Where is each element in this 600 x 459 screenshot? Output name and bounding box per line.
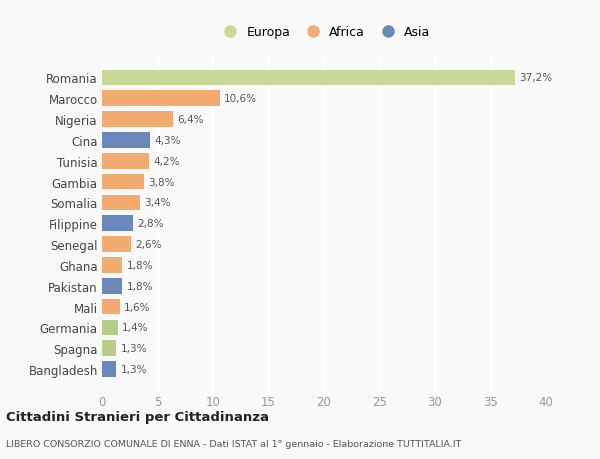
Text: 1,6%: 1,6% — [124, 302, 151, 312]
Text: 4,3%: 4,3% — [154, 135, 181, 146]
Bar — [102, 174, 144, 190]
Legend: Europa, Africa, Asia: Europa, Africa, Asia — [213, 21, 435, 44]
Bar — [102, 278, 122, 294]
Bar — [102, 112, 173, 128]
Bar — [102, 257, 122, 273]
Text: 2,8%: 2,8% — [137, 219, 164, 229]
Text: 6,4%: 6,4% — [178, 115, 204, 125]
Bar — [102, 91, 220, 107]
Text: 1,3%: 1,3% — [121, 364, 148, 374]
Text: 1,8%: 1,8% — [127, 281, 153, 291]
Text: 4,2%: 4,2% — [153, 157, 179, 166]
Bar — [102, 341, 116, 356]
Bar — [102, 320, 118, 336]
Bar — [102, 237, 131, 252]
Text: 37,2%: 37,2% — [520, 73, 553, 83]
Text: LIBERO CONSORZIO COMUNALE DI ENNA - Dati ISTAT al 1° gennaio - Elaborazione TUTT: LIBERO CONSORZIO COMUNALE DI ENNA - Dati… — [6, 439, 461, 448]
Bar — [102, 362, 116, 377]
Bar — [102, 133, 150, 148]
Text: 1,3%: 1,3% — [121, 343, 148, 353]
Bar — [102, 195, 140, 211]
Bar — [102, 154, 149, 169]
Text: 10,6%: 10,6% — [224, 94, 257, 104]
Text: 3,8%: 3,8% — [149, 177, 175, 187]
Text: 3,4%: 3,4% — [144, 198, 170, 208]
Bar — [102, 216, 133, 231]
Text: 2,6%: 2,6% — [136, 240, 162, 250]
Text: Cittadini Stranieri per Cittadinanza: Cittadini Stranieri per Cittadinanza — [6, 410, 269, 423]
Bar — [102, 299, 120, 315]
Text: 1,4%: 1,4% — [122, 323, 148, 333]
Bar — [102, 70, 515, 86]
Text: 1,8%: 1,8% — [127, 260, 153, 270]
